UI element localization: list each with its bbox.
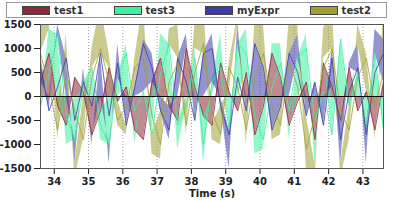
- html-text:test3: test3: [145, 4, 175, 16]
- svg-text:43: 43: [356, 176, 370, 187]
- html-text:test1: test1: [54, 4, 84, 16]
- svg-text:36: 36: [116, 176, 130, 187]
- svg-text:34: 34: [47, 176, 61, 187]
- svg-text:0: 0: [25, 91, 32, 102]
- svg-text:35: 35: [82, 176, 96, 187]
- svg-text:-1000: -1000: [0, 139, 32, 150]
- html-text:test2: test2: [341, 4, 371, 16]
- svg-text:500: 500: [11, 67, 32, 78]
- svg-text:-500: -500: [6, 115, 31, 126]
- svg-text:40: 40: [253, 176, 267, 187]
- svg-text:1000: 1000: [4, 43, 32, 54]
- svg-text:Time (s): Time (s): [189, 188, 235, 199]
- svg-text:37: 37: [150, 176, 164, 187]
- html-text:myExpr: myExpr: [237, 4, 280, 16]
- svg-text:38: 38: [184, 176, 198, 187]
- svg-text:1500: 1500: [4, 19, 32, 30]
- svg-text:39: 39: [219, 176, 233, 187]
- svg-text:41: 41: [287, 176, 301, 187]
- svg-text:-1500: -1500: [0, 163, 32, 174]
- svg-text:42: 42: [322, 176, 336, 187]
